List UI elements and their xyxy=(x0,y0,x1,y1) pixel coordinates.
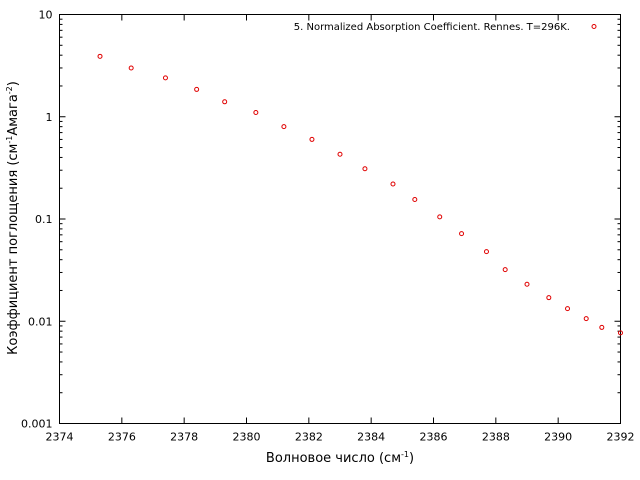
data-point xyxy=(524,281,530,287)
y-axis-ticks: 0.001 0.01 0.1 1 10 xyxy=(21,9,621,431)
data-point xyxy=(502,267,508,273)
x-tick-label: 2386 xyxy=(420,431,448,444)
data-point xyxy=(412,197,418,203)
data-point xyxy=(281,124,287,130)
data-point xyxy=(583,316,589,322)
y-tick-label: 1 xyxy=(46,111,53,124)
x-tick-label: 2378 xyxy=(170,431,198,444)
legend-marker xyxy=(591,24,597,29)
y-tick-label: 10 xyxy=(39,9,53,22)
data-point xyxy=(483,249,489,255)
x-tick-label: 2380 xyxy=(233,431,261,444)
data-point xyxy=(362,166,368,172)
x-tick-label: 2376 xyxy=(108,431,136,444)
y-axis-label: Коэффициент поглощения (см-1Амага-2) xyxy=(5,81,21,355)
data-points xyxy=(97,53,623,336)
x-tick-label: 2384 xyxy=(357,431,385,444)
legend: 5. Normalized Absorption Coefficient. Re… xyxy=(294,22,597,33)
x-tick-label: 2382 xyxy=(295,431,323,444)
data-point xyxy=(599,324,605,330)
x-axis-ticks: 2374 2376 2378 2380 2382 2384 2386 2388 2390 2392 xyxy=(46,14,635,444)
y-tick-label: 0.001 xyxy=(21,418,53,431)
y-tick-label: 0.1 xyxy=(35,213,53,226)
x-tick-label: 2390 xyxy=(544,431,572,444)
data-point xyxy=(546,295,552,301)
data-point xyxy=(390,181,396,187)
data-point xyxy=(194,86,200,92)
plot-frame xyxy=(59,14,621,424)
data-point xyxy=(437,214,443,220)
data-point xyxy=(97,53,103,59)
data-point xyxy=(253,110,259,116)
x-axis-label: Волновое число (см-1) xyxy=(266,450,414,466)
x-tick-label: 2388 xyxy=(482,431,510,444)
data-point xyxy=(618,330,623,336)
data-point xyxy=(337,151,343,157)
data-point xyxy=(128,65,134,71)
legend-label: 5. Normalized Absorption Coefficient. Re… xyxy=(294,22,570,33)
data-point xyxy=(459,231,465,237)
data-point xyxy=(565,306,571,312)
data-point xyxy=(222,99,228,105)
x-tick-label: 2392 xyxy=(607,431,635,444)
data-point xyxy=(309,136,315,142)
x-tick-label: 2374 xyxy=(46,431,74,444)
y-tick-label: 0.01 xyxy=(28,315,53,328)
data-point xyxy=(162,75,168,81)
